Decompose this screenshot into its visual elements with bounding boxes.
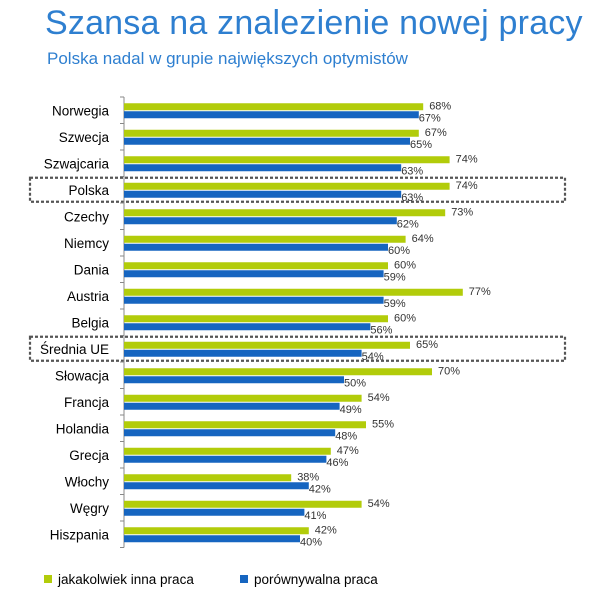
bar [124,535,300,543]
bar [124,474,292,482]
data-label: 56% [370,324,392,336]
bar [124,482,309,490]
bar [124,217,397,225]
chart-title: Szansa na znalezienie nowej pracy [45,4,583,42]
data-label: 42% [309,483,331,495]
data-label: 65% [410,139,432,151]
bar [124,156,450,164]
bar [124,296,384,304]
data-label: 42% [315,524,337,536]
bar [124,368,432,376]
bar [124,341,410,349]
bar [124,394,362,402]
data-label: 46% [326,457,348,469]
data-label: 77% [469,286,491,298]
category-label: Węgry [70,501,109,516]
bar [124,209,446,217]
data-label: 63% [401,165,423,177]
highlight-box [28,176,567,203]
data-label: 68% [429,100,451,112]
category-label: Belgia [71,315,109,330]
data-label: 70% [438,365,460,377]
bar [124,190,402,198]
data-label: 49% [340,404,362,416]
data-label: 59% [384,271,406,283]
data-label: 54% [368,392,390,404]
data-label: 48% [335,430,357,442]
bar [124,111,419,119]
category-label: Austria [67,289,110,304]
category-label: Niemcy [64,236,109,251]
category-label: Szwecja [59,130,110,145]
data-label: 60% [388,245,410,257]
bar [124,164,402,172]
data-label: 65% [416,339,438,351]
category-label: Holandia [56,421,110,436]
bar [124,402,340,410]
data-label: 50% [344,377,366,389]
bar [124,129,419,137]
data-label: 60% [394,259,416,271]
chart-subtitle: Polska nadal w grupie największych optym… [47,49,408,68]
bar [124,508,305,516]
bar [124,323,371,331]
bar [124,315,388,323]
bar [124,429,336,437]
bar [124,182,450,190]
bar [124,235,406,243]
category-label: Francja [64,395,110,410]
category-label: Dania [74,262,110,277]
data-label: 63% [401,192,423,204]
category-label: Norwegia [52,103,110,118]
data-label: 59% [384,298,406,310]
bar [124,270,384,278]
bar [124,455,327,463]
category-label: Grecja [69,448,109,463]
data-label: 47% [337,445,359,457]
bar [124,103,424,111]
legend-swatch [240,575,248,583]
bar [124,288,463,296]
bar [124,349,362,357]
data-label: 41% [304,510,326,522]
data-label: 62% [397,218,419,230]
data-label: 54% [368,498,390,510]
data-label: 73% [451,206,473,218]
data-label: 55% [372,418,394,430]
legend-label: porównywalna praca [254,572,378,587]
bar [124,137,410,145]
data-label: 74% [456,180,478,192]
category-label: Włochy [65,474,110,489]
category-label: Szwajcaria [44,156,110,171]
category-label: Średnia UE [40,342,109,357]
category-label: Słowacja [55,368,110,383]
data-label: 67% [419,112,441,124]
data-label: 64% [412,233,434,245]
bar [124,376,344,384]
data-label: 54% [362,351,384,363]
bar [124,447,331,455]
category-label: Polska [68,183,109,198]
bar [124,421,366,429]
data-label: 38% [297,471,319,483]
bar [124,500,362,508]
data-label: 60% [394,312,416,324]
bar [124,527,309,535]
category-label: Czechy [64,209,109,224]
legend-label: jakakolwiek inna praca [57,572,194,587]
data-label: 67% [425,127,447,139]
bar [124,243,388,251]
data-label: 40% [300,536,322,548]
highlight-box [28,335,567,362]
category-label: Hiszpania [50,527,110,542]
data-label: 74% [456,153,478,165]
bar [124,262,388,270]
legend-swatch [44,575,52,583]
